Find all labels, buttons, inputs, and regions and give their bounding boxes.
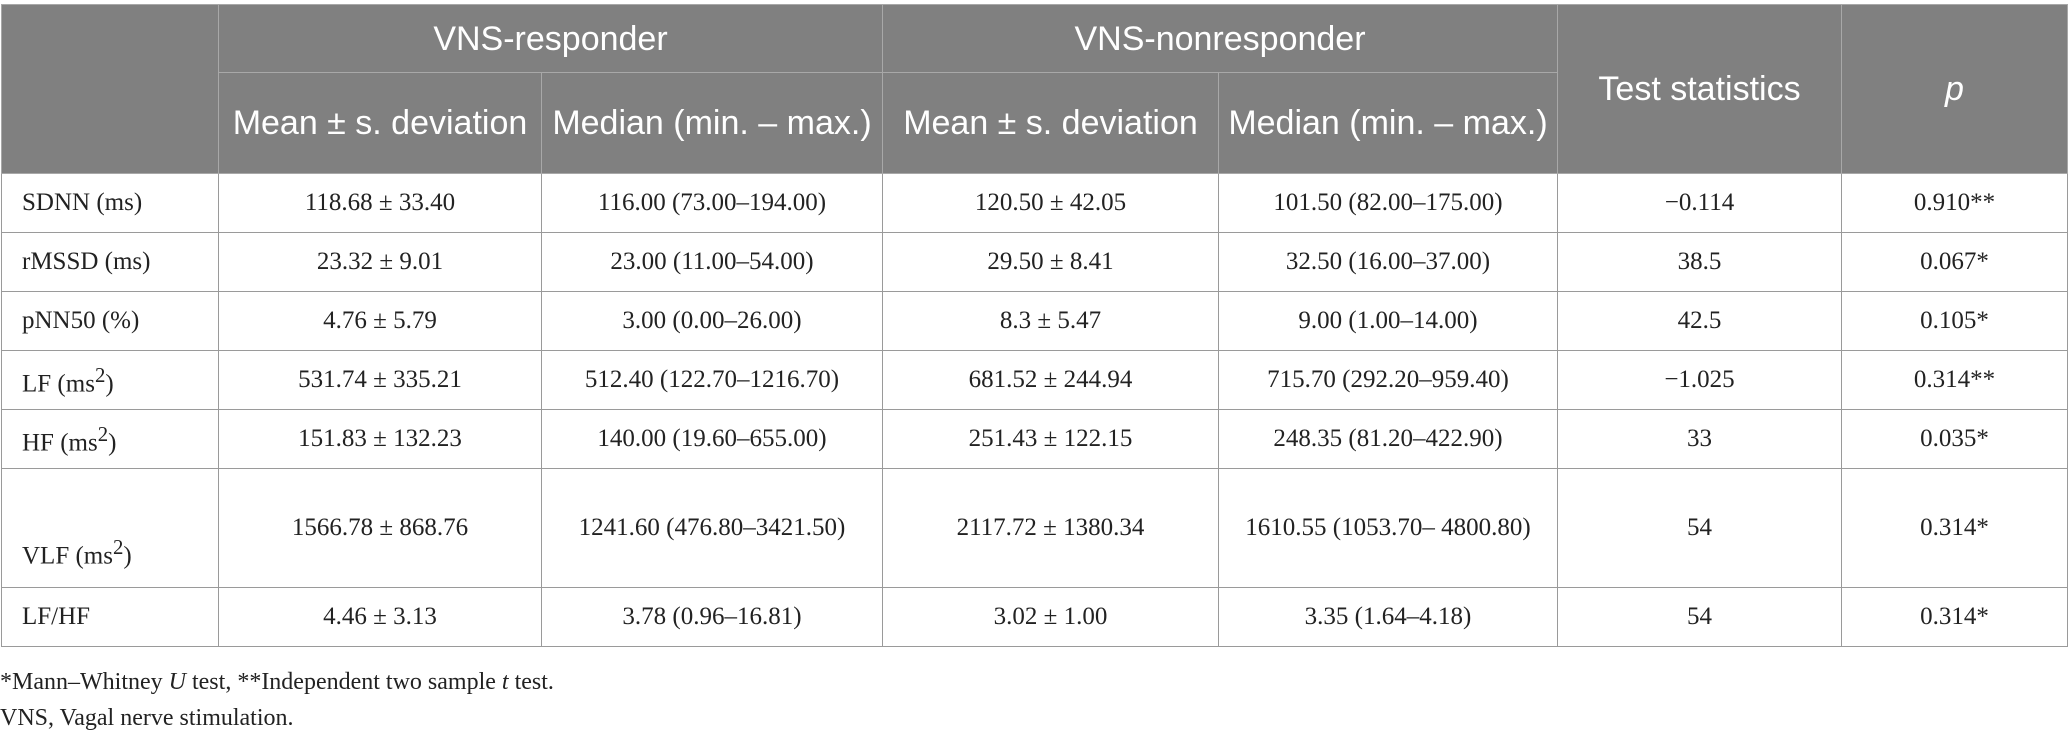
responder-mean-cell: 4.76 ± 5.79: [218, 291, 542, 351]
table-row: rMSSD (ms) 23.32 ± 9.01 23.00 (11.00–54.…: [1, 232, 2068, 292]
p-value-cell: 0.314*: [1841, 468, 2068, 588]
header-row-groups: VNS-responder VNS-nonresponder Test stat…: [1, 4, 2068, 174]
results-table: VNS-responder VNS-nonresponder Test stat…: [1, 4, 2068, 647]
responder-median-cell: 3.78 (0.96–16.81): [541, 587, 883, 647]
header-p-value: p: [1841, 4, 2068, 174]
responder-median-cell: 3.00 (0.00–26.00): [541, 291, 883, 351]
p-value-cell: 0.314**: [1841, 350, 2068, 410]
header-responder-mean: Mean ± s. deviation: [218, 72, 542, 174]
nonresponder-median-cell: 9.00 (1.00–14.00): [1218, 291, 1558, 351]
nonresponder-mean-cell: 2117.72 ± 1380.34: [882, 468, 1219, 588]
row-label: LF (ms2): [1, 350, 219, 410]
test-statistic-cell: −1.025: [1557, 350, 1842, 410]
responder-mean-cell: 531.74 ± 335.21: [218, 350, 542, 410]
footnote-abbreviation: VNS, Vagal nerve stimulation.: [0, 705, 294, 731]
responder-mean-cell: 1566.78 ± 868.76: [218, 468, 542, 588]
header-responder-median: Median (min. – max.): [541, 72, 883, 174]
p-value-cell: 0.910**: [1841, 173, 2068, 233]
header-nonresponder-median: Median (min. – max.): [1218, 72, 1558, 174]
row-label: rMSSD (ms): [1, 232, 219, 292]
responder-median-cell: 23.00 (11.00–54.00): [541, 232, 883, 292]
responder-median-cell: 116.00 (73.00–194.00): [541, 173, 883, 233]
table-row: SDNN (ms) 118.68 ± 33.40 116.00 (73.00–1…: [1, 173, 2068, 233]
responder-median-cell: 512.40 (122.70–1216.70): [541, 350, 883, 410]
nonresponder-median-cell: 101.50 (82.00–175.00): [1218, 173, 1558, 233]
test-statistic-cell: −0.114: [1557, 173, 1842, 233]
test-statistic-cell: 38.5: [1557, 232, 1842, 292]
responder-mean-cell: 23.32 ± 9.01: [218, 232, 542, 292]
responder-median-cell: 1241.60 (476.80–3421.50): [541, 468, 883, 588]
table-row: VLF (ms2) 1566.78 ± 868.76 1241.60 (476.…: [1, 468, 2068, 588]
responder-mean-cell: 4.46 ± 3.13: [218, 587, 542, 647]
nonresponder-median-cell: 1610.55 (1053.70– 4800.80): [1218, 468, 1558, 588]
p-value-cell: 0.105*: [1841, 291, 2068, 351]
row-label: LF/HF: [1, 587, 219, 647]
nonresponder-median-cell: 248.35 (81.20–422.90): [1218, 409, 1558, 469]
responder-median-cell: 140.00 (19.60–655.00): [541, 409, 883, 469]
nonresponder-median-cell: 3.35 (1.64–4.18): [1218, 587, 1558, 647]
header-nonresponder-mean: Mean ± s. deviation: [882, 72, 1219, 174]
p-value-cell: 0.314*: [1841, 587, 2068, 647]
header-test-statistics: Test statistics: [1557, 4, 1842, 174]
header-row-columns: Mean ± s. deviation Median (min. – max.)…: [2, 72, 2068, 174]
header-group-responder: VNS-responder: [218, 4, 883, 73]
table-footnotes: *Mann–Whitney U test, **Independent two …: [0, 664, 554, 736]
table-row: HF (ms2) 151.83 ± 132.23 140.00 (19.60–6…: [1, 409, 2068, 469]
nonresponder-mean-cell: 251.43 ± 122.15: [882, 409, 1219, 469]
nonresponder-mean-cell: 3.02 ± 1.00: [882, 587, 1219, 647]
nonresponder-median-cell: 715.70 (292.20–959.40): [1218, 350, 1558, 410]
nonresponder-median-cell: 32.50 (16.00–37.00): [1218, 232, 1558, 292]
row-label: pNN50 (%): [1, 291, 219, 351]
nonresponder-mean-cell: 29.50 ± 8.41: [882, 232, 1219, 292]
footnote-tests: *Mann–Whitney U test, **Independent two …: [0, 669, 554, 695]
header-group-nonresponder: VNS-nonresponder: [882, 4, 1558, 73]
test-statistic-cell: 54: [1557, 587, 1842, 647]
nonresponder-mean-cell: 681.52 ± 244.94: [882, 350, 1219, 410]
p-value-cell: 0.067*: [1841, 232, 2068, 292]
header-blank-cell: [1, 4, 219, 174]
test-statistic-cell: 42.5: [1557, 291, 1842, 351]
table-row: pNN50 (%) 4.76 ± 5.79 3.00 (0.00–26.00) …: [1, 291, 2068, 351]
nonresponder-mean-cell: 120.50 ± 42.05: [882, 173, 1219, 233]
row-label: SDNN (ms): [1, 173, 219, 233]
p-value-cell: 0.035*: [1841, 409, 2068, 469]
responder-mean-cell: 118.68 ± 33.40: [218, 173, 542, 233]
test-statistic-cell: 54: [1557, 468, 1842, 588]
row-label: HF (ms2): [1, 409, 219, 469]
row-label: VLF (ms2): [1, 468, 219, 588]
nonresponder-mean-cell: 8.3 ± 5.47: [882, 291, 1219, 351]
table-row: LF (ms2) 531.74 ± 335.21 512.40 (122.70–…: [1, 350, 2068, 410]
responder-mean-cell: 151.83 ± 132.23: [218, 409, 542, 469]
table-row: LF/HF 4.46 ± 3.13 3.78 (0.96–16.81) 3.02…: [1, 587, 2068, 647]
test-statistic-cell: 33: [1557, 409, 1842, 469]
